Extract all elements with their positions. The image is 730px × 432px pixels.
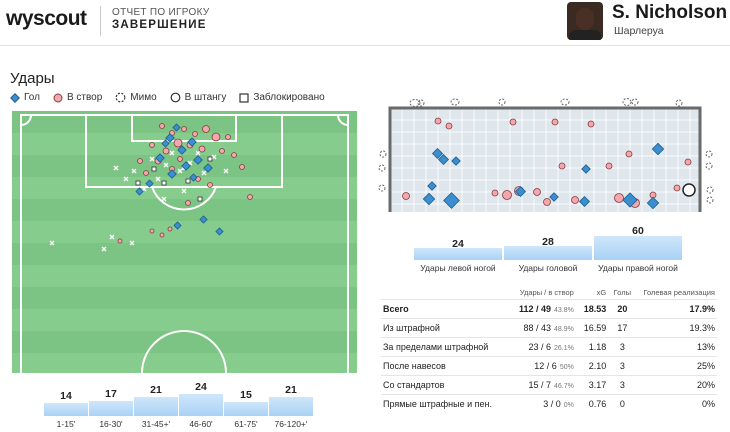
foot-value-head: 28 bbox=[542, 236, 554, 248]
time-value-5: 15 bbox=[240, 389, 252, 401]
time-label-3: 31-45+' bbox=[141, 419, 171, 429]
shots-stats-table: Удары / в створ xG Голы Голевая реализац… bbox=[381, 287, 717, 413]
player-avatar bbox=[567, 2, 603, 40]
post-circle-icon bbox=[170, 92, 181, 103]
col-header-label bbox=[381, 287, 494, 299]
time-value-3: 21 bbox=[150, 384, 162, 396]
table-row: Из штрафной 88 / 43 48.9% 16.59 17 19.3% bbox=[381, 317, 717, 337]
table-row: После навесов 12 / 6 50% 2.10 3 25% bbox=[381, 355, 717, 375]
time-value-6: 21 bbox=[285, 384, 297, 396]
pitch-shot-map bbox=[12, 111, 357, 373]
header-divider bbox=[100, 6, 101, 36]
col-header-goals: Голы bbox=[613, 288, 632, 298]
time-value-4: 24 bbox=[195, 381, 207, 393]
table-row: Всего 112 / 49 43.8% 18.53 20 17.9% bbox=[381, 298, 717, 318]
time-bar-6 bbox=[269, 397, 313, 416]
goal-diamond-icon bbox=[10, 92, 20, 103]
foot-label-left: Удары левой ногой bbox=[420, 263, 496, 273]
legend-blocked: Заблокировано bbox=[239, 92, 325, 103]
time-label-2: 16-30' bbox=[99, 419, 123, 429]
time-label-6: 76-120+' bbox=[274, 419, 308, 429]
time-value-2: 17 bbox=[105, 388, 117, 400]
foot-bar-left bbox=[414, 248, 502, 260]
player-club: Шарлеруа bbox=[614, 25, 664, 37]
col-header-conversion: Голевая реализация bbox=[643, 288, 715, 298]
time-bar-4 bbox=[179, 394, 223, 416]
time-label-5: 61-75' bbox=[234, 419, 258, 429]
foot-bar-head bbox=[504, 246, 592, 260]
col-header-xg: xG bbox=[596, 288, 607, 298]
goal-goal-markers bbox=[422, 142, 665, 210]
legend-goal: Гол bbox=[10, 92, 40, 103]
player-name: S. Nicholson bbox=[612, 2, 728, 23]
on-target-circle-icon bbox=[53, 93, 63, 102]
goal-shot-map bbox=[378, 98, 714, 212]
time-bar-5 bbox=[224, 402, 268, 416]
goal-post-marker bbox=[682, 183, 696, 197]
goal-frame bbox=[388, 106, 702, 212]
goal-miss-markers bbox=[378, 98, 714, 204]
section-title: Удары bbox=[10, 70, 55, 87]
shot-markers bbox=[49, 123, 253, 252]
table-row: Со стандартов 15 / 7 46.7% 3.17 3 20% bbox=[381, 374, 717, 394]
legend-on-target: В створ bbox=[53, 92, 102, 103]
table-header-row: Удары / в створ xG Голы Голевая реализац… bbox=[381, 287, 717, 299]
shot-legend: Гол В створ Мимо В штангу Заблокировано bbox=[10, 92, 325, 103]
goal-net bbox=[390, 108, 700, 212]
foot-label-right: Удары правой ногой bbox=[598, 263, 678, 273]
table-row: За пределами штрафной 23 / 6 26.1% 1.18 3… bbox=[381, 336, 717, 356]
time-bar-1 bbox=[44, 403, 88, 416]
wyscout-logo[interactable]: wyscout bbox=[6, 7, 87, 30]
time-bar-2 bbox=[89, 401, 133, 416]
legend-post: В штангу bbox=[170, 92, 226, 103]
time-value-1: 14 bbox=[60, 390, 72, 402]
time-label-4: 46-60' bbox=[189, 419, 213, 429]
report-header: wyscout ОТЧЕТ ПО ИГРОКУ ЗАВЕРШЕНИЕ S. Ni… bbox=[0, 0, 730, 46]
miss-dashed-circle-icon bbox=[115, 92, 126, 103]
foot-label-head: Удары головой bbox=[518, 263, 578, 273]
time-label-1: 1-15' bbox=[56, 419, 76, 429]
foot-bar-right bbox=[594, 236, 682, 260]
time-bar-3 bbox=[134, 397, 178, 416]
legend-miss: Мимо bbox=[115, 92, 157, 103]
goal-markers bbox=[135, 123, 224, 236]
report-title: ОТЧЕТ ПО ИГРОКУ bbox=[112, 7, 210, 18]
miss-markers bbox=[49, 150, 229, 252]
col-header-shots: Удары / в створ bbox=[519, 288, 574, 298]
table-row: Прямые штрафные и пен. 3 / 0 0% 0.76 0 0% bbox=[381, 393, 717, 413]
foot-value-left: 24 bbox=[452, 238, 464, 250]
blocked-markers bbox=[135, 156, 213, 202]
blocked-square-icon bbox=[239, 92, 249, 103]
report-section: ЗАВЕРШЕНИЕ bbox=[112, 19, 207, 31]
foot-value-right: 60 bbox=[632, 225, 644, 237]
